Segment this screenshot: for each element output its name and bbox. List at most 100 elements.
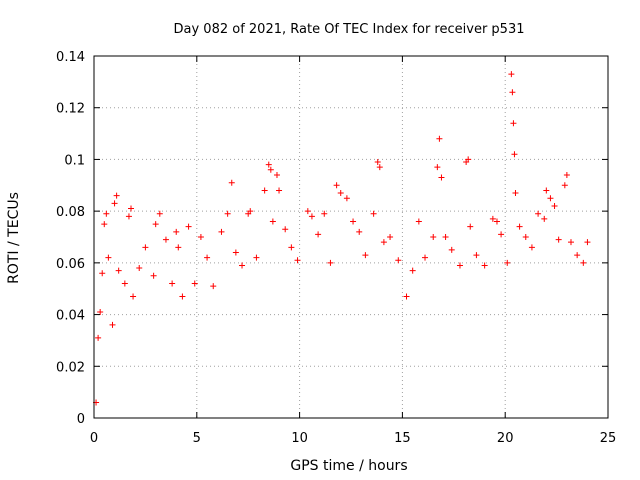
data-point xyxy=(376,164,383,171)
data-point xyxy=(473,252,480,259)
data-point xyxy=(228,179,235,186)
data-point xyxy=(555,236,562,243)
data-point xyxy=(508,71,515,78)
data-point xyxy=(350,218,357,225)
data-point xyxy=(191,280,198,287)
data-point xyxy=(105,254,112,261)
data-point xyxy=(511,151,518,158)
data-point xyxy=(156,210,163,217)
data-point xyxy=(162,236,169,243)
y-tick-label: 0.1 xyxy=(64,153,85,168)
data-point xyxy=(95,334,102,341)
x-tick-label: 20 xyxy=(497,431,514,446)
data-point xyxy=(337,190,344,197)
data-point xyxy=(125,213,132,220)
data-point xyxy=(395,257,402,264)
data-point xyxy=(442,234,449,240)
data-point xyxy=(465,156,472,163)
data-point xyxy=(551,202,558,209)
data-point xyxy=(512,190,519,197)
data-point xyxy=(516,223,523,230)
data-point xyxy=(535,210,542,217)
data-point xyxy=(175,244,182,251)
data-point xyxy=(489,215,496,222)
data-point xyxy=(218,228,225,235)
data-point xyxy=(273,171,280,178)
data-point xyxy=(422,254,429,261)
points-layer xyxy=(93,71,591,406)
data-point xyxy=(282,226,289,233)
data-point xyxy=(504,259,511,266)
data-point xyxy=(308,213,315,220)
data-point xyxy=(152,221,159,228)
data-point xyxy=(101,221,108,228)
data-point xyxy=(415,218,422,225)
data-point xyxy=(109,321,116,328)
data-point xyxy=(315,231,322,238)
data-point xyxy=(567,239,574,246)
chart-title: Day 082 of 2021, Rate Of TEC Index for r… xyxy=(174,22,525,37)
data-point xyxy=(561,182,568,189)
x-tick-label: 5 xyxy=(193,431,201,446)
data-point xyxy=(580,259,587,266)
data-point xyxy=(142,244,149,251)
data-point xyxy=(224,210,231,217)
data-point xyxy=(456,262,463,269)
data-point xyxy=(370,210,377,217)
data-point xyxy=(584,239,591,246)
data-point xyxy=(403,293,410,300)
data-point xyxy=(239,262,246,269)
data-point xyxy=(409,267,416,274)
data-point xyxy=(563,171,570,178)
data-point xyxy=(493,218,500,225)
data-point xyxy=(321,210,328,217)
data-point xyxy=(253,254,260,261)
data-point xyxy=(210,283,217,290)
y-tick-label: 0 xyxy=(77,412,85,427)
data-point xyxy=(438,174,445,181)
data-point xyxy=(130,293,137,300)
data-point xyxy=(288,244,295,251)
data-point xyxy=(197,234,204,240)
y-axis-label: ROTI / TECUs xyxy=(6,192,22,284)
data-point xyxy=(467,223,474,230)
data-point xyxy=(333,182,340,189)
data-point xyxy=(510,120,517,127)
data-point xyxy=(362,252,369,259)
data-point xyxy=(574,252,581,259)
data-point xyxy=(304,208,311,215)
x-tick-label: 15 xyxy=(394,431,411,446)
data-point xyxy=(498,231,505,238)
data-point xyxy=(436,135,443,142)
data-point xyxy=(269,218,276,225)
data-point xyxy=(103,210,110,217)
data-point xyxy=(204,254,211,261)
x-tick-label: 10 xyxy=(291,431,308,446)
data-point xyxy=(179,293,186,300)
data-point xyxy=(343,195,350,202)
data-point xyxy=(136,265,143,272)
data-point xyxy=(522,234,529,240)
data-point xyxy=(265,161,272,168)
data-point xyxy=(374,159,381,166)
data-point xyxy=(380,239,387,246)
data-point xyxy=(173,228,180,235)
y-tick-label: 0.08 xyxy=(56,205,85,220)
data-point xyxy=(232,249,239,256)
data-point xyxy=(543,187,550,194)
data-point xyxy=(276,187,283,194)
plot-frame xyxy=(93,55,609,419)
y-tick-label: 0.12 xyxy=(56,102,85,117)
data-point xyxy=(294,257,301,264)
data-point xyxy=(247,208,254,215)
data-point xyxy=(267,166,274,173)
data-point xyxy=(509,89,516,96)
data-point xyxy=(327,259,334,266)
x-axis-label: GPS time / hours xyxy=(290,458,407,474)
data-point xyxy=(111,200,118,207)
data-point xyxy=(185,223,192,230)
grid-layer xyxy=(94,56,608,418)
data-point xyxy=(430,234,437,240)
data-point xyxy=(169,280,176,287)
